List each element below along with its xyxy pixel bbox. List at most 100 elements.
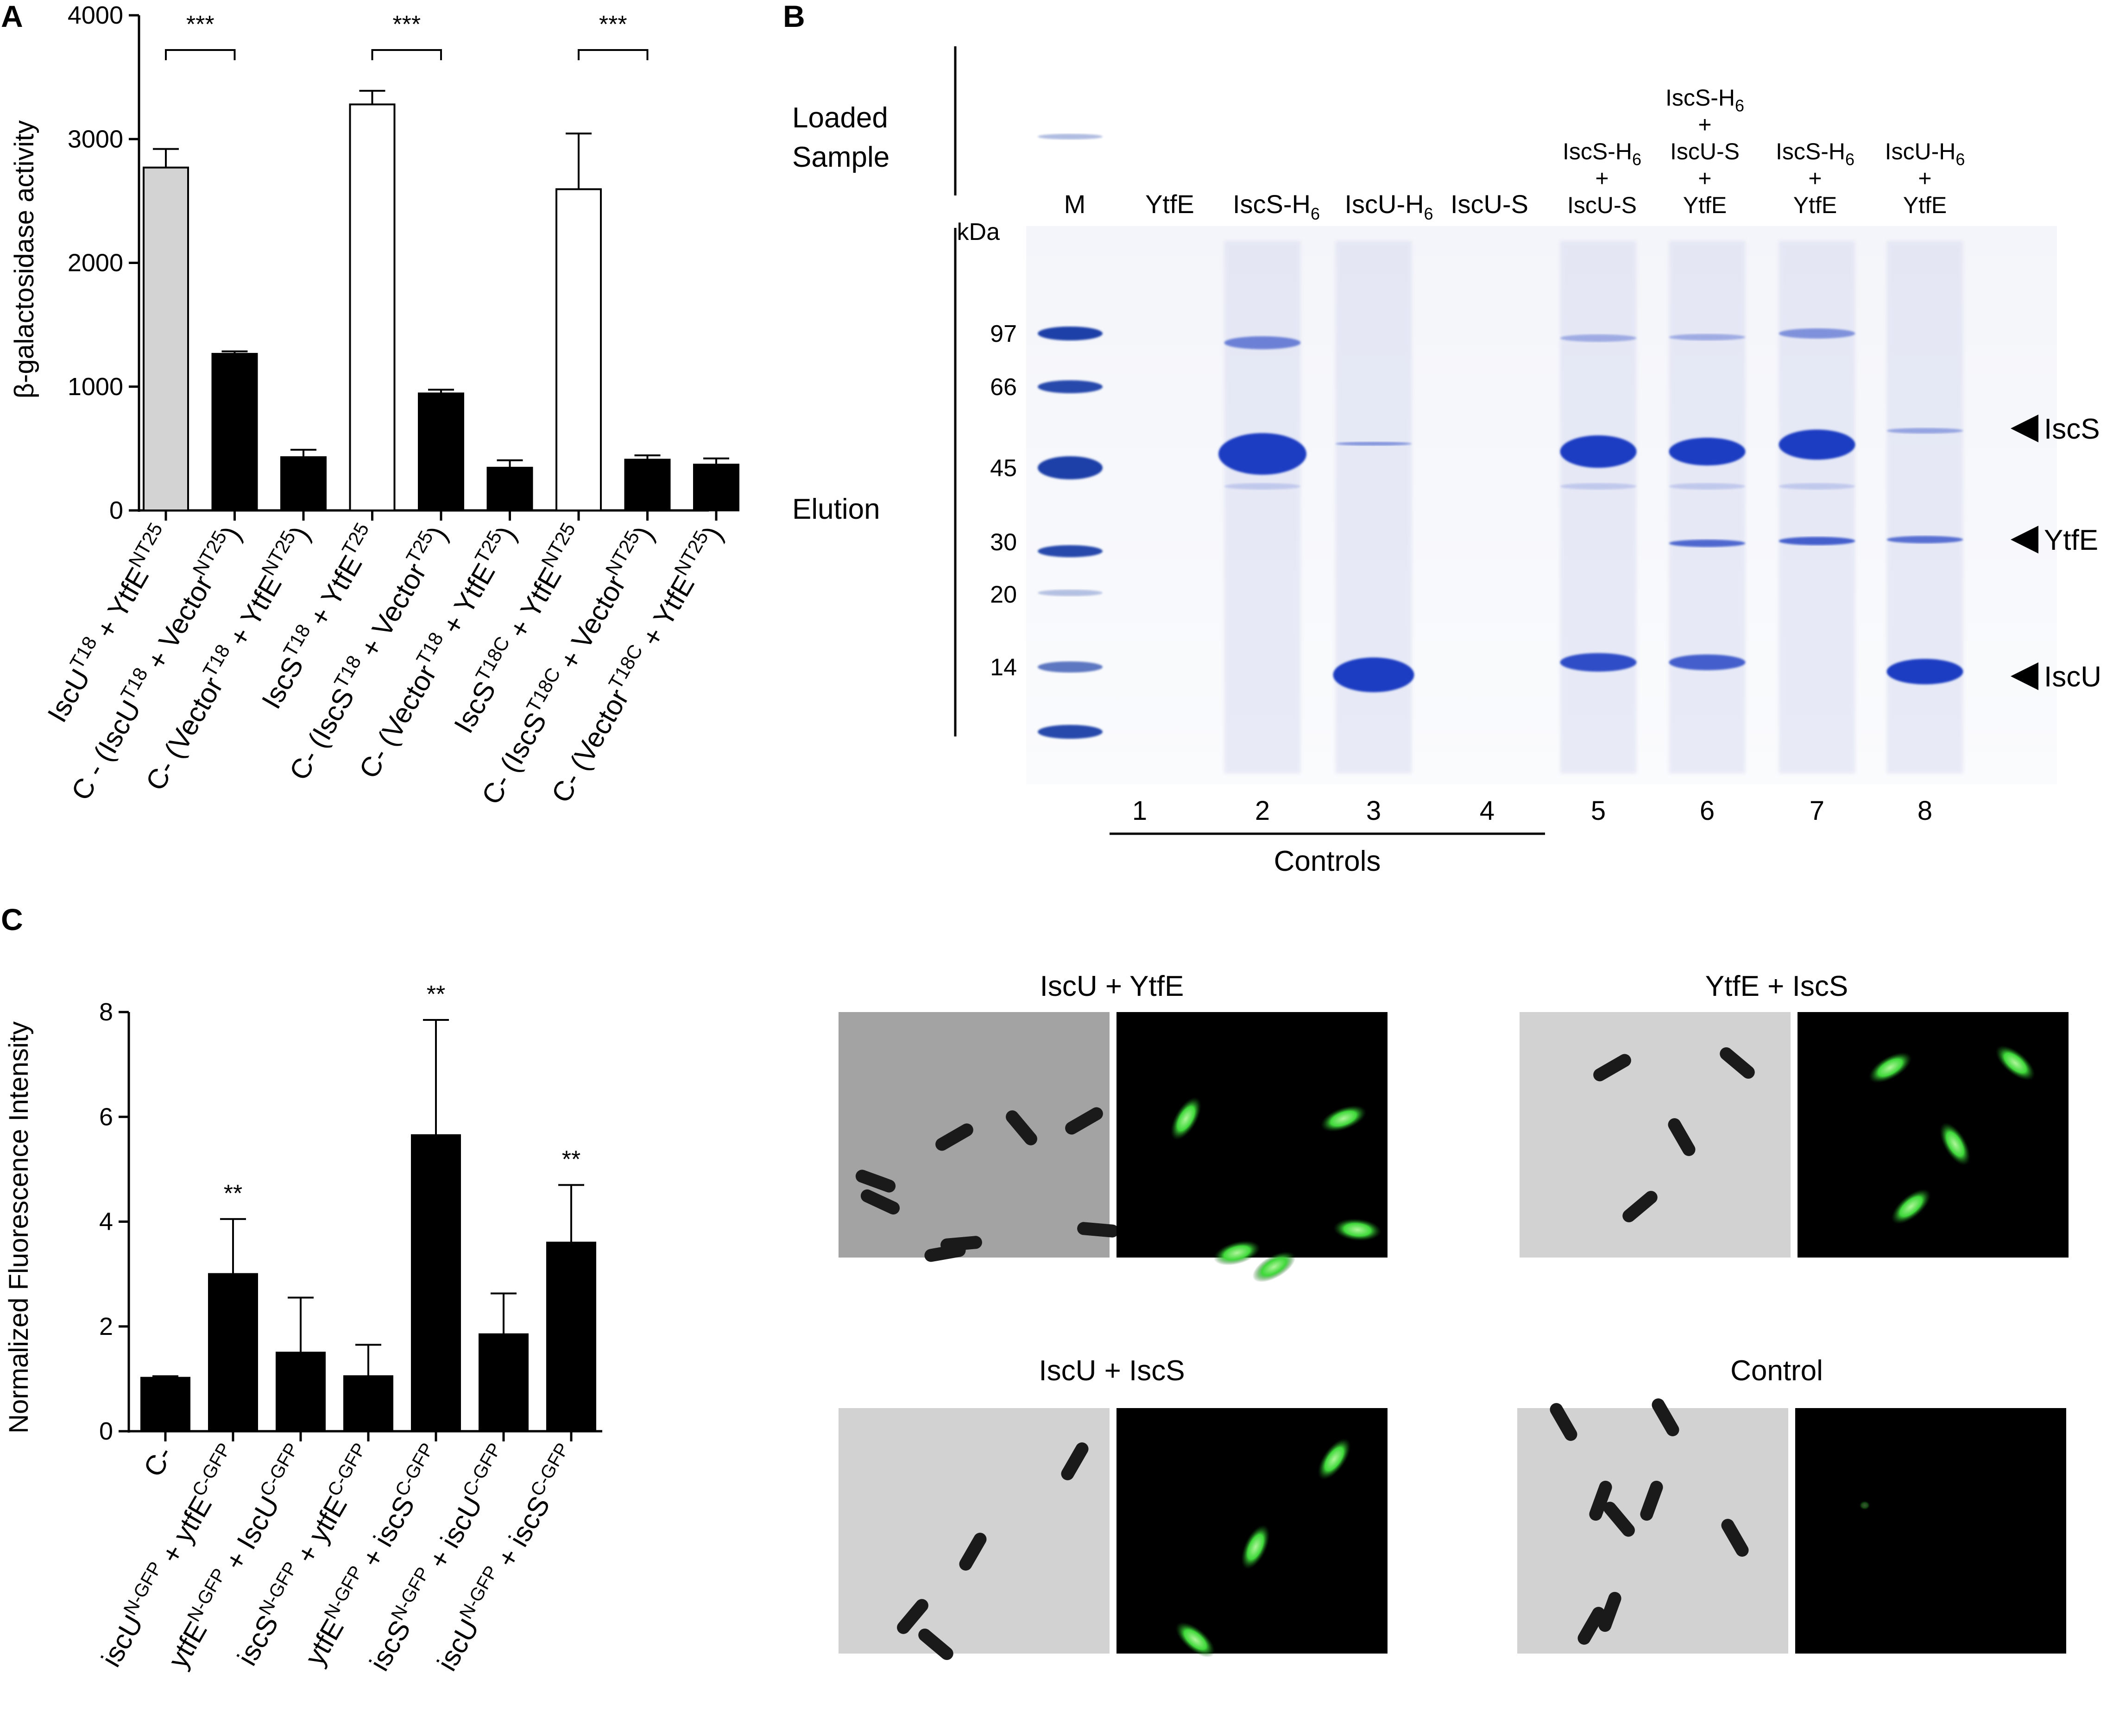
protein-band xyxy=(1669,654,1746,670)
lane-header-text: YtfE xyxy=(1793,192,1837,218)
significance-stars: *** xyxy=(392,11,421,38)
panel-a-bars xyxy=(143,90,739,512)
bacterium-cell xyxy=(855,1170,896,1193)
bar xyxy=(343,1375,393,1432)
lane-header-text: M xyxy=(1064,189,1086,219)
y-tick-label: 3000 xyxy=(68,125,123,153)
y-tick-label: 0 xyxy=(99,1417,113,1445)
marker-band xyxy=(1038,380,1103,393)
marker-band xyxy=(1038,456,1103,479)
loaded-sample-label-line1: Loaded xyxy=(792,102,888,134)
lane-smear xyxy=(1886,241,1963,774)
lane-header-text: IscU-H6​ xyxy=(1885,138,1965,169)
micrograph-title: YtfE + IscS xyxy=(1705,970,1848,1002)
protein-band xyxy=(1224,483,1301,490)
significance-stars: ** xyxy=(427,981,445,1008)
fluorescent-cell xyxy=(1859,1501,1870,1510)
fluorescent-cell xyxy=(1170,1097,1202,1140)
protein-band xyxy=(1886,536,1963,543)
bacterium-cell xyxy=(959,1533,987,1571)
significance-bracket xyxy=(371,49,442,60)
lane-number: 5 xyxy=(1591,796,1606,826)
protein-band xyxy=(1779,429,1855,460)
fluorescent-cell xyxy=(1939,1122,1971,1166)
fluorescent-cell xyxy=(1333,1218,1381,1241)
fluorescent-cell xyxy=(1252,1251,1296,1283)
kda-label: kDa xyxy=(957,219,1000,245)
protein-band xyxy=(1886,659,1963,685)
fluorescence-image xyxy=(1795,1408,2066,1654)
bacterium-cell xyxy=(1077,1222,1119,1238)
marker-band xyxy=(1038,134,1103,139)
lane-header-text: IscS-H6​ xyxy=(1776,138,1854,169)
bacterium-cell xyxy=(1550,1403,1577,1441)
x-tick-label: C- xyxy=(138,1441,179,1482)
y-tick-label: 8 xyxy=(99,998,113,1026)
fluorescent-cell xyxy=(1868,1052,1912,1083)
panel-a-x-labels: IscUT18​ + YtfENT25​C - (IscUT18​ + Vect… xyxy=(41,519,729,809)
bar xyxy=(418,392,464,511)
bacterium-cell xyxy=(1589,1480,1612,1521)
panel-a-y-axis-label: β-galactosidase activity xyxy=(9,120,39,399)
bacterium-cell xyxy=(1652,1398,1679,1436)
bacterium-cell xyxy=(1061,1442,1089,1480)
marker-band xyxy=(1038,590,1103,596)
panel-a-letter: A xyxy=(1,0,23,33)
bacterium-cell xyxy=(935,1123,973,1151)
lane-header-text: IscU-S xyxy=(1567,192,1637,218)
band-arrow-icon xyxy=(2011,662,2038,690)
panel-c-y-ticks: 0 2 4 6 8 xyxy=(99,998,129,1445)
lane-smear xyxy=(1560,241,1637,774)
bacterium-cell xyxy=(1603,1502,1635,1537)
protein-band xyxy=(1669,540,1746,547)
bacterium-cell xyxy=(1593,1054,1631,1082)
significance-bracket xyxy=(578,49,649,60)
panel-c-x-labels: C-iscUN-GFP​ + ytfEC-GFP​ytfEN-GFP​ + Is… xyxy=(95,1440,585,1676)
marker-kda-label: 97 xyxy=(990,321,1017,347)
band-label: IscU xyxy=(2044,661,2101,693)
marker-kda-label: 45 xyxy=(990,455,1017,482)
fluorescent-cell xyxy=(1213,1240,1261,1265)
lane-header-text: + xyxy=(1918,165,1931,191)
lane-smear xyxy=(1779,241,1855,774)
lane-header-text: IscU-S xyxy=(1451,189,1528,219)
band-label: YtfE xyxy=(2044,524,2098,556)
protein-band xyxy=(1333,657,1414,692)
phase-contrast-image xyxy=(839,1408,1110,1660)
bar xyxy=(411,1134,461,1432)
marker-band xyxy=(1038,725,1103,739)
fluorescent-cell xyxy=(1995,1045,2035,1081)
fluorescence-image xyxy=(1798,1012,2069,1258)
y-tick-label: 6 xyxy=(99,1103,113,1131)
fluorescence-image xyxy=(1116,1408,1388,1658)
lane-numbers: 1 2 3 4 5 6 7 8 xyxy=(1132,796,1932,826)
bar xyxy=(276,1352,326,1432)
phase-contrast-image xyxy=(839,1012,1119,1262)
lane-header-text: + xyxy=(1698,112,1711,138)
lane-number: 3 xyxy=(1366,796,1381,826)
micrograph-title: IscU + IscS xyxy=(1039,1355,1185,1387)
bar xyxy=(143,166,189,511)
lane-number: 1 xyxy=(1132,796,1147,826)
significance-stars: *** xyxy=(186,11,214,38)
protein-band xyxy=(1560,653,1637,672)
protein-band xyxy=(1560,334,1637,342)
marker-band xyxy=(1038,327,1103,340)
panel-b: B Loaded Sample Elution kDa 976645302014… xyxy=(783,0,2101,877)
y-tick-label: 0 xyxy=(109,497,123,524)
elution-label: Elution xyxy=(792,493,880,525)
bacterium-cell xyxy=(1668,1118,1696,1156)
bar xyxy=(624,459,671,511)
significance-stars: ** xyxy=(224,1180,242,1207)
lane-header-text: YtfE xyxy=(1145,189,1194,219)
bacterium-cell xyxy=(918,1629,953,1660)
panel-a: A β-galactosidase activity 0 1000 2000 3000… xyxy=(1,0,739,810)
lane-header-text: IscS-H6​ xyxy=(1665,85,1744,115)
protein-band xyxy=(1560,483,1637,490)
marker-kda-label: 14 xyxy=(990,654,1017,681)
protein-band xyxy=(1669,483,1746,490)
lane-header-text: IscS-H6​ xyxy=(1563,138,1641,169)
protein-band xyxy=(1224,336,1301,349)
panel-a-significance: *** *** *** xyxy=(165,11,649,60)
bacterium-cell xyxy=(1622,1191,1658,1222)
